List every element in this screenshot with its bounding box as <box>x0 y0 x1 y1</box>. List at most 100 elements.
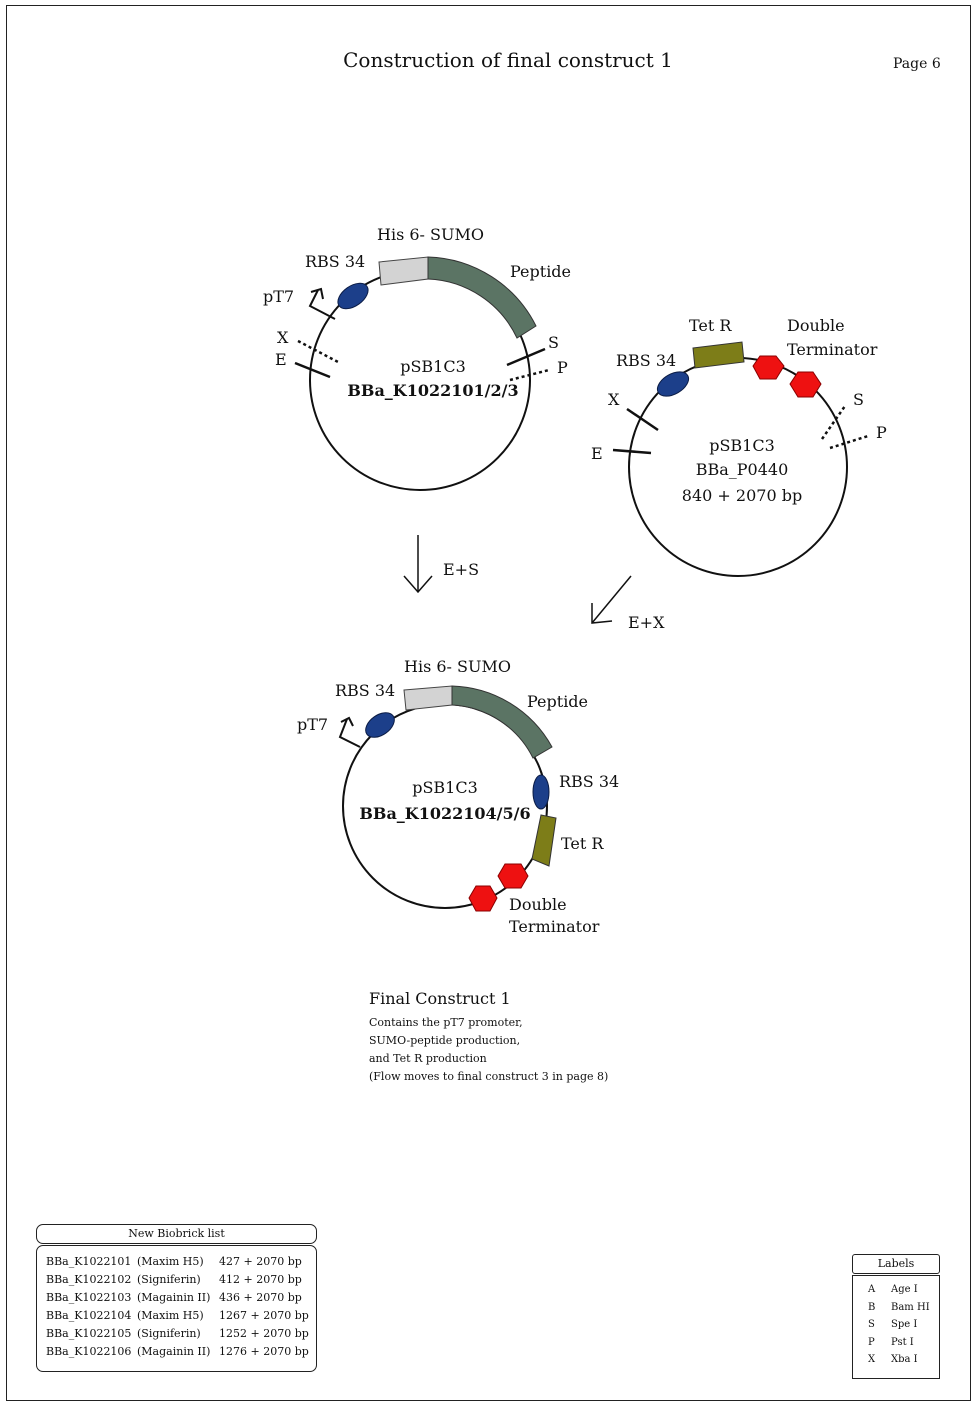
plasmid-name-label: BBa_K1022101/2/3 <box>347 381 518 400</box>
his-sumo-label: His 6- SUMO <box>404 657 511 676</box>
biobrick-size: 427 + 2070 bp <box>219 1255 302 1268</box>
biobrick-name: (Maxim H5) <box>137 1255 204 1268</box>
legend-row: X Xba I <box>853 1354 939 1372</box>
biobrick-name: (Maxim H5) <box>137 1309 204 1322</box>
legend-value: Age I <box>891 1284 918 1295</box>
biobrick-row: BBa_K1022104 (Maxim H5) 1267 + 2070 bp <box>37 1309 316 1327</box>
rbs-ellipse <box>656 371 690 397</box>
final-construct-description: Final Construct 1 Contains the pT7 promo… <box>369 989 608 1086</box>
tet-r-block <box>692 341 745 369</box>
digest-1-label: E+S <box>443 560 479 579</box>
page-number: Page 6 <box>893 56 941 72</box>
double-terminator-label-line2: Terminator <box>509 917 600 936</box>
xba-site-marker <box>297 339 339 364</box>
biobrick-name: (Signiferin) <box>137 1273 201 1286</box>
digest-arrow-1: E+S <box>403 535 479 594</box>
terminator-hexagon-2 <box>468 885 498 912</box>
biobrick-id: BBa_K1022101 <box>46 1255 132 1268</box>
peptide-arc <box>451 685 553 759</box>
final-construct-note: Contains the pT7 promoter, <box>369 1016 523 1029</box>
biobrick-id: BBa_K1022105 <box>46 1327 132 1340</box>
legend-row: P Pst I <box>853 1337 939 1355</box>
peptide-label: Peptide <box>510 262 571 281</box>
tet-r-label: Tet R <box>689 316 732 335</box>
final-construct-note: and Tet R production <box>369 1052 487 1065</box>
rbs-label: RBS 34 <box>335 681 395 700</box>
final-construct-note: SUMO-peptide production, <box>369 1034 521 1047</box>
biobrick-list: BBa_K1022101 (Maxim H5) 427 + 2070 bp BB… <box>36 1245 317 1372</box>
digest-2-label: E+X <box>628 613 665 632</box>
double-terminator-label-line2: Terminator <box>787 340 878 359</box>
pt7-promoter-arrow <box>338 716 361 748</box>
rbs-ellipse <box>337 282 369 310</box>
labels-legend: A Age I B Bam HI S Spe I P Pst I X Xba I <box>852 1275 940 1379</box>
backbone-label: pSB1C3 <box>709 436 775 455</box>
terminator-hexagon-2 <box>789 371 822 398</box>
rbs-label: RBS 34 <box>305 252 365 271</box>
legend-key: P <box>868 1336 875 1348</box>
rbs-2-ellipse <box>532 774 550 810</box>
plasmid-size-label: 840 + 2070 bp <box>682 486 802 505</box>
final-construct-title: Final Construct 1 <box>369 989 511 1008</box>
rbs-label: RBS 34 <box>616 351 676 370</box>
p-site-label: P <box>876 423 887 442</box>
rbs-2-label: RBS 34 <box>559 772 619 791</box>
legend-value: Xba I <box>891 1354 918 1365</box>
plasmid-name-label: BBa_P0440 <box>696 460 789 479</box>
biobrick-row: BBa_K1022102 (Signiferin) 412 + 2070 bp <box>37 1273 316 1291</box>
s-site-label: S <box>853 390 864 409</box>
pst-site-marker <box>829 434 869 450</box>
peptide-label: Peptide <box>527 692 588 711</box>
s-site-label: S <box>548 333 559 352</box>
plasmid-1: His 6- SUMO RBS 34 Peptide pT7 X E S P p… <box>263 225 571 491</box>
double-terminator-label-line1: Double <box>509 895 567 914</box>
spe-site-marker <box>506 347 546 367</box>
biobrick-id: BBa_K1022106 <box>46 1345 132 1358</box>
double-terminator-label-line1: Double <box>787 316 845 335</box>
biobrick-id: BBa_K1022104 <box>46 1309 132 1322</box>
pt7-promoter-arrow <box>308 287 336 320</box>
his-sumo-block <box>378 256 429 286</box>
pst-site-marker <box>509 368 550 382</box>
legend-key: A <box>868 1284 876 1295</box>
biobrick-row: BBa_K1022103 (Magainin II) 436 + 2070 bp <box>37 1291 316 1309</box>
final-construct-note: (Flow moves to final construct 3 in page… <box>369 1070 609 1083</box>
plasmid-3: His 6- SUMO RBS 34 Peptide pT7 RBS 34 Te… <box>297 657 619 936</box>
legend-row: A Age I <box>853 1284 939 1302</box>
promoter-label: pT7 <box>297 715 328 734</box>
legend-row: B Bam HI <box>853 1302 939 1320</box>
final-construct-notes: Contains the pT7 promoter, SUMO-peptide … <box>369 1014 608 1086</box>
xba-site-marker <box>626 407 659 432</box>
backbone-label: pSB1C3 <box>412 778 478 797</box>
page-frame <box>6 5 971 1401</box>
biobrick-size: 1267 + 2070 bp <box>219 1309 309 1322</box>
biobrick-size: 1252 + 2070 bp <box>219 1327 309 1340</box>
plasmid-name-label: BBa_K1022104/5/6 <box>359 804 530 823</box>
tet-r-block <box>531 814 557 867</box>
legend-row: S Spe I <box>853 1319 939 1337</box>
biobrick-size: 1276 + 2070 bp <box>219 1345 309 1358</box>
biobrick-name: (Signiferin) <box>137 1327 201 1340</box>
x-site-label: X <box>608 390 620 409</box>
biobrick-row: BBa_K1022101 (Maxim H5) 427 + 2070 bp <box>37 1255 316 1273</box>
legend-key: X <box>868 1354 876 1365</box>
biobrick-row: BBa_K1022106 (Magainin II) 1276 + 2070 b… <box>37 1345 316 1363</box>
promoter-label: pT7 <box>263 287 294 306</box>
biobrick-list-header: New Biobrick list <box>36 1224 317 1244</box>
biobrick-size: 436 + 2070 bp <box>219 1291 302 1304</box>
backbone-label: pSB1C3 <box>400 357 466 376</box>
plasmid-2: Tet R RBS 34 Double Terminator X E S P p… <box>591 316 887 577</box>
biobrick-id: BBa_K1022103 <box>46 1291 132 1304</box>
legend-key: S <box>868 1319 875 1330</box>
his-sumo-label: His 6- SUMO <box>377 225 484 244</box>
page-title: Construction of final construct 1 <box>343 48 673 72</box>
biobrick-id: BBa_K1022102 <box>46 1273 132 1286</box>
terminator-hexagon-1 <box>752 355 785 380</box>
biobrick-row: BBa_K1022105 (Signiferin) 1252 + 2070 bp <box>37 1327 316 1345</box>
x-site-label: X <box>277 328 289 347</box>
e-site-label: E <box>591 444 603 463</box>
legend-value: Bam HI <box>891 1301 930 1313</box>
tet-r-label: Tet R <box>561 834 604 853</box>
biobrick-name: (Magainin II) <box>137 1291 211 1304</box>
